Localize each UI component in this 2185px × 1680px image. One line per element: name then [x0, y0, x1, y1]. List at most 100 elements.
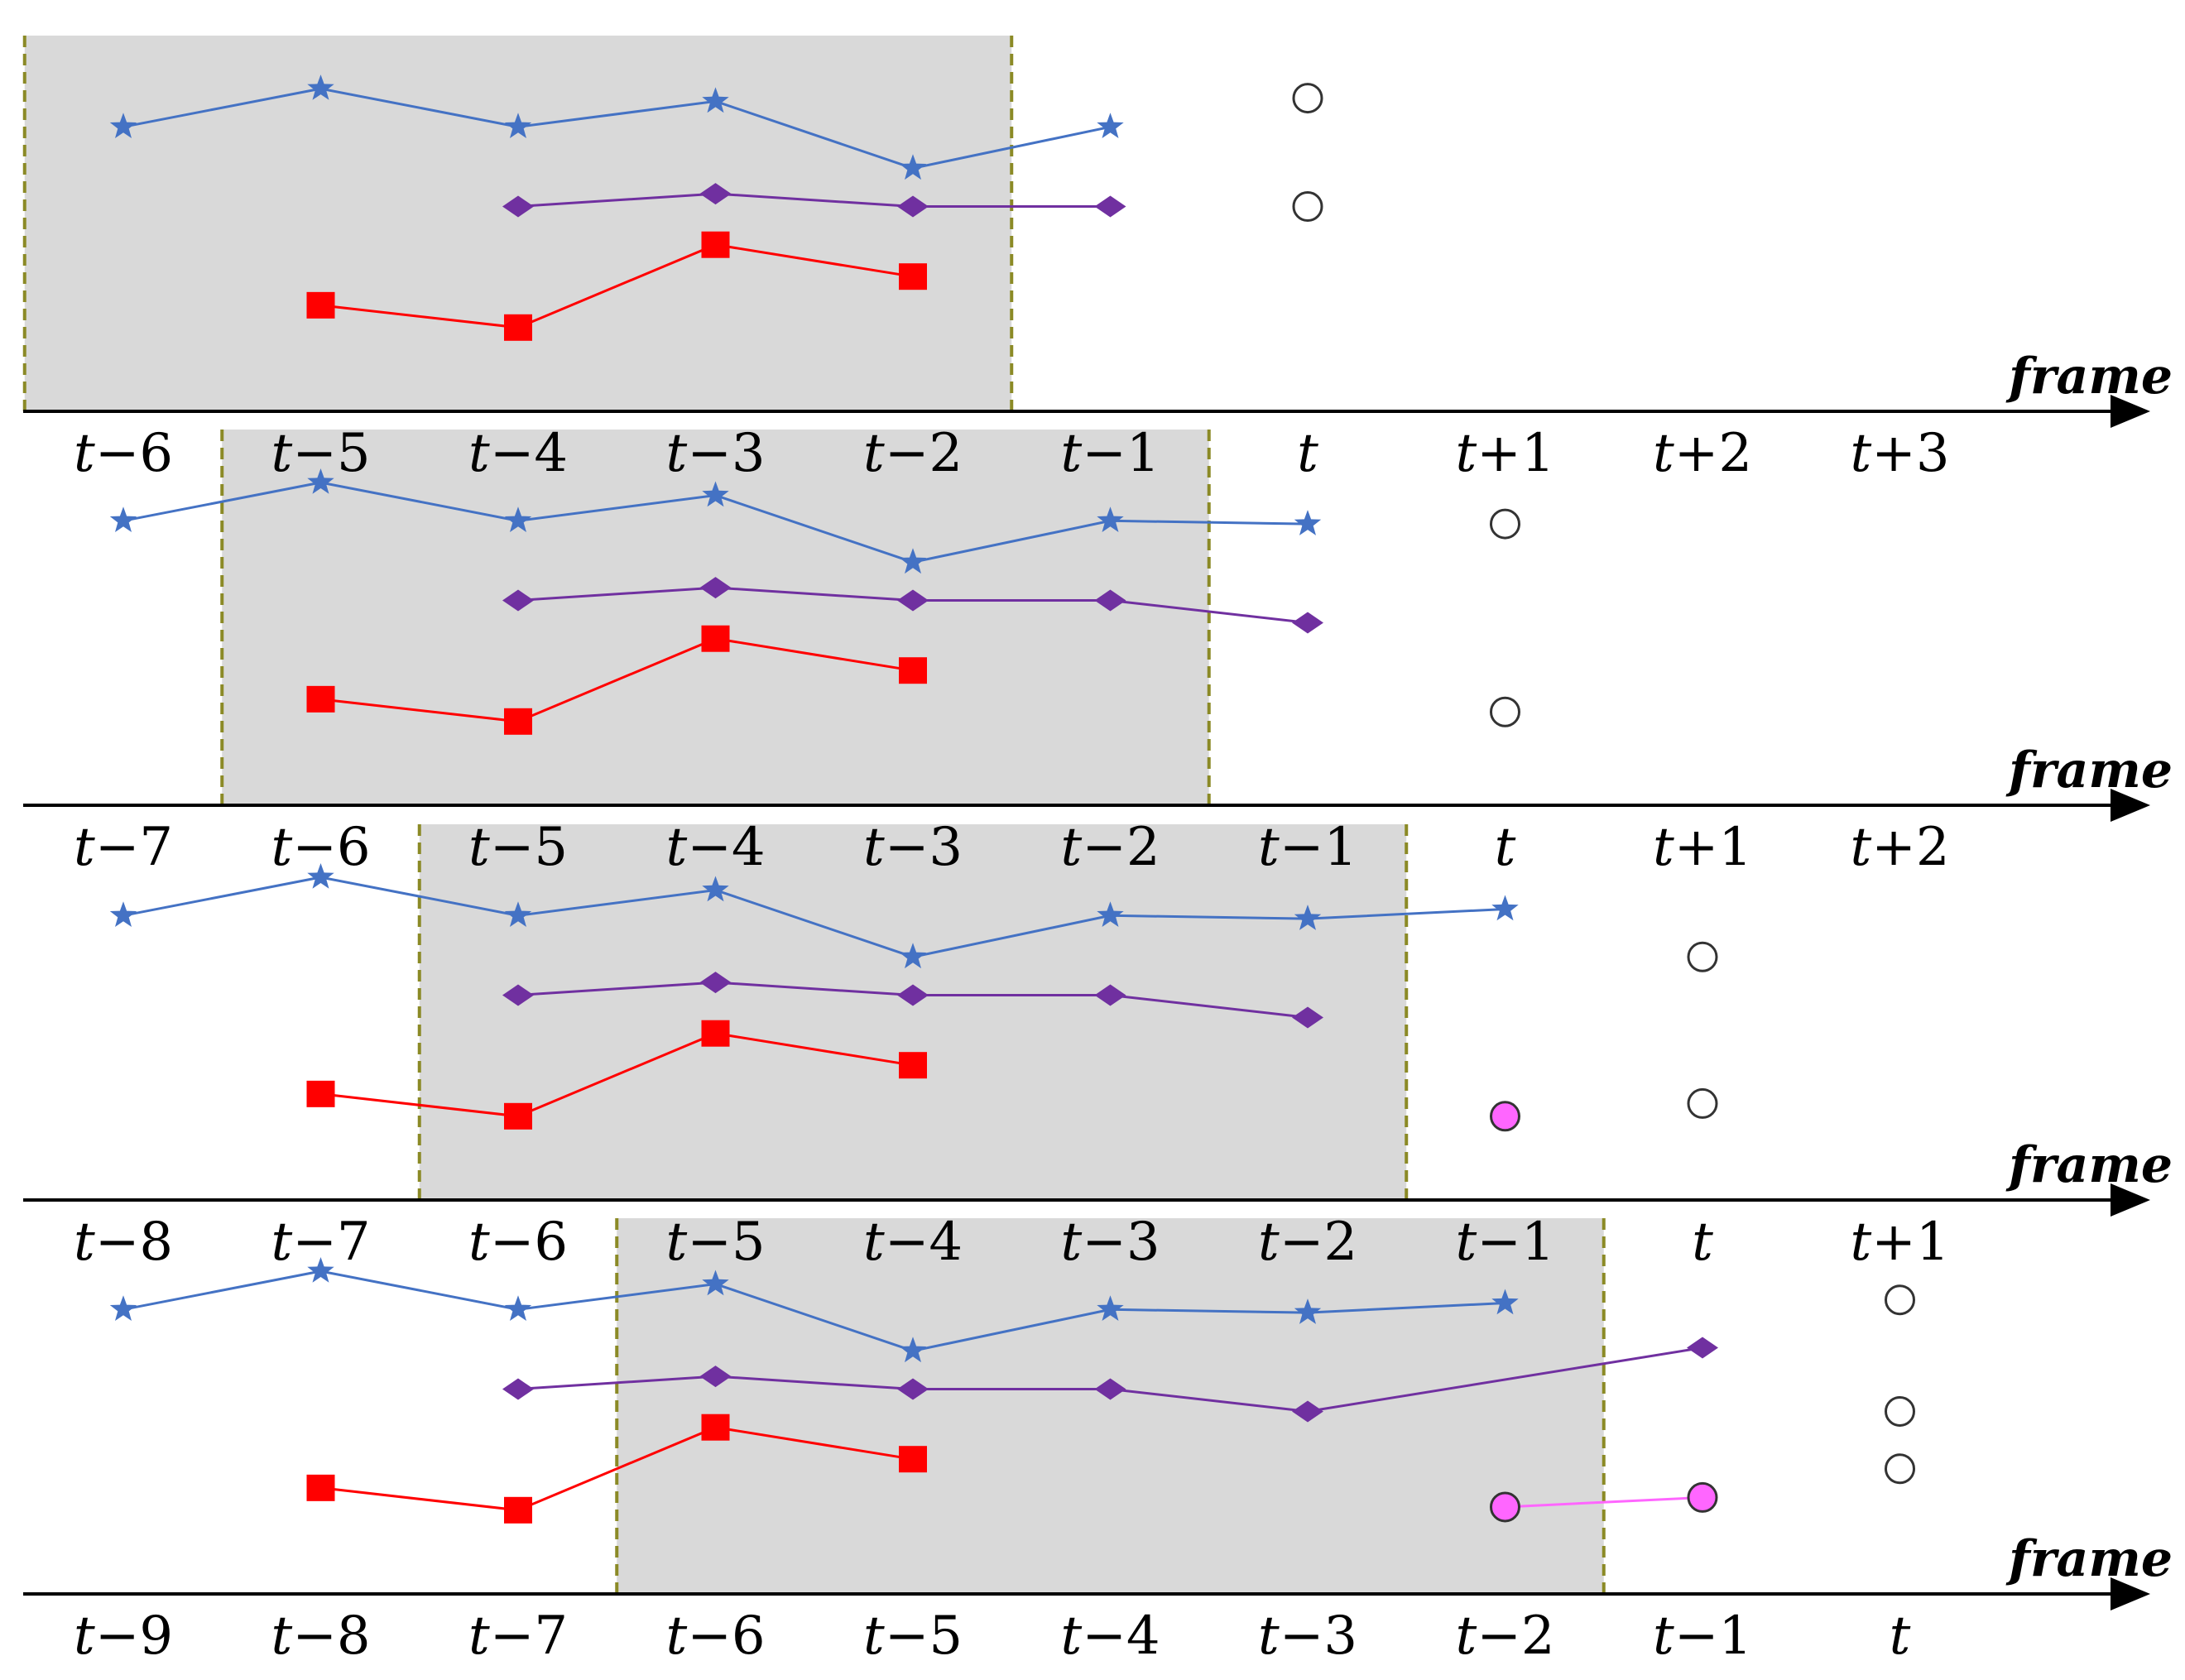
tick-label: t−5	[665, 1212, 765, 1273]
red-square-track-panel-1	[306, 231, 927, 341]
tick-label: t	[1692, 1212, 1713, 1273]
purple-diamond-track-line	[517, 1346, 1703, 1414]
open-circle-marker	[1490, 696, 1520, 727]
blue-star-track-line	[122, 876, 1505, 958]
diamond-marker	[502, 195, 534, 218]
square-marker	[504, 1102, 532, 1130]
diamond-marker	[1094, 195, 1126, 218]
star-marker	[1491, 1289, 1519, 1315]
frame-axis-label: frame	[2005, 742, 2173, 799]
tick-label: t−7	[468, 1606, 568, 1667]
tick-label: t−3	[665, 423, 765, 484]
blue-star-track-panel-2	[109, 468, 1322, 574]
diamond-marker	[699, 577, 732, 599]
diamond-marker	[897, 589, 929, 612]
square-marker	[306, 685, 335, 713]
diamond-marker	[1094, 984, 1126, 1006]
square-marker	[899, 1446, 927, 1473]
tick-label: t+3	[1850, 423, 1949, 484]
diamond-marker	[1687, 1337, 1718, 1359]
star-marker	[899, 1337, 927, 1363]
square-marker	[701, 1414, 730, 1441]
diamond-marker	[897, 1378, 929, 1400]
tick-label: t+1	[1455, 423, 1554, 484]
tick-label: t−7	[74, 817, 173, 878]
star-marker	[109, 1295, 137, 1321]
tick-label: t−3	[863, 817, 963, 878]
filled-circle-panel-3	[1490, 1101, 1520, 1132]
star-marker	[307, 74, 334, 100]
open-circle-marker	[1687, 1087, 1718, 1119]
open-circles-panel-2	[1490, 508, 1520, 727]
tick-label: t−1	[1653, 1606, 1752, 1667]
star-marker	[307, 863, 334, 889]
tick-label: t+1	[1850, 1212, 1949, 1273]
star-marker	[899, 548, 927, 574]
star-marker	[504, 113, 532, 138]
diamond-marker	[1094, 589, 1126, 612]
tick-label: t	[1495, 817, 1516, 878]
square-marker	[504, 1496, 532, 1524]
open-circle-marker	[1885, 1284, 1915, 1316]
open-circles-panel-1	[1292, 83, 1323, 222]
star-marker	[702, 481, 729, 507]
open-circle-marker	[1885, 1453, 1915, 1485]
tick-label: t+2	[1850, 817, 1949, 878]
star-marker	[504, 901, 532, 927]
star-marker	[109, 113, 137, 138]
filled-circle-marker	[1490, 1491, 1520, 1523]
frame-axis-label: frame	[2005, 1530, 2173, 1588]
star-marker	[109, 901, 137, 927]
star-marker	[1294, 1298, 1322, 1324]
diamond-marker	[699, 183, 732, 205]
tick-label: t−1	[1455, 1212, 1554, 1273]
star-marker	[307, 1257, 334, 1283]
pink-circle-track-line	[1505, 1495, 1703, 1509]
diamond-marker	[897, 195, 929, 218]
square-marker	[504, 314, 532, 341]
tracks-layer	[109, 74, 1915, 1524]
tick-label: t−6	[74, 423, 173, 484]
tick-label: t−6	[665, 1606, 765, 1667]
tick-label: t−3	[1258, 1606, 1357, 1667]
diamond-marker	[1292, 1006, 1323, 1029]
diamond-marker	[502, 1378, 534, 1400]
red-square-track-line	[320, 637, 914, 723]
square-marker	[504, 708, 532, 735]
tick-label: t−2	[1455, 1606, 1554, 1667]
labels-layer: frame t−6 t−5 t−4 t−3 t−2 t−1 t t+1 t+2 t+3 frame t−…	[74, 348, 2173, 1667]
sliding-windows-layer	[22, 36, 1606, 1594]
diamond-marker	[699, 1366, 732, 1388]
tick-label: t−5	[468, 817, 568, 878]
red-square-track-panel-2	[306, 625, 927, 735]
red-square-track-line	[320, 1032, 914, 1118]
square-marker	[701, 231, 730, 258]
star-marker	[1097, 1295, 1124, 1321]
filled-circle-marker	[1490, 1101, 1520, 1132]
tick-label: t−5	[271, 423, 370, 484]
tick-label: t−4	[468, 423, 568, 484]
tick-label: t−2	[1258, 1212, 1357, 1273]
diamond-marker	[502, 589, 534, 612]
square-marker	[899, 657, 927, 684]
tick-label: t+2	[1653, 423, 1752, 484]
window-panel-3	[419, 824, 1407, 1200]
frame-axis-label: frame	[2005, 348, 2173, 406]
star-marker	[899, 154, 927, 180]
tick-label: t−1	[1258, 817, 1357, 878]
blue-star-track-panel-3	[109, 863, 1519, 969]
open-circle-marker	[1687, 941, 1718, 972]
tick-label: t−7	[271, 1212, 370, 1273]
open-circles-panel-3	[1687, 941, 1718, 1119]
diamond-marker	[897, 984, 929, 1006]
blue-star-track-panel-1	[109, 74, 1124, 180]
purple-diamond-track-panel-4	[502, 1337, 1718, 1423]
star-marker	[1097, 506, 1124, 532]
tick-label: t−6	[271, 817, 370, 878]
star-marker	[1097, 113, 1124, 138]
diamond-marker	[1292, 1400, 1323, 1423]
square-marker	[306, 1080, 335, 1107]
square-marker	[899, 1052, 927, 1079]
tick-label: t−4	[1060, 1606, 1160, 1667]
